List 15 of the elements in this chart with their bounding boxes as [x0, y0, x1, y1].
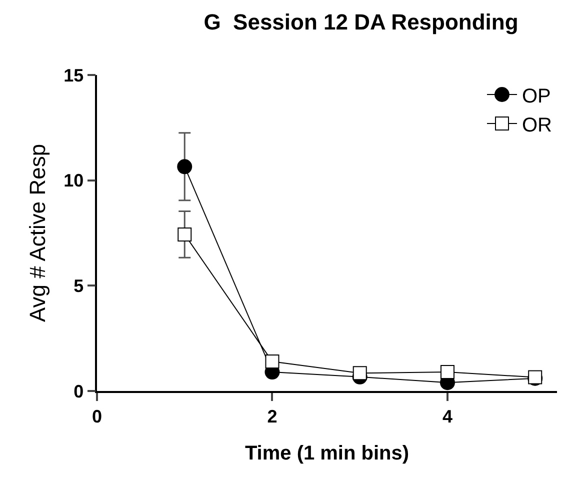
x-tick-label: 0 [92, 406, 102, 426]
x-axis-title: Time (1 min bins) [244, 442, 410, 464]
y-tick-label: 10 [64, 170, 84, 191]
y-axis-title: Avg # Active Resp [24, 144, 50, 322]
y-tick-label: 15 [64, 65, 84, 86]
y-tick-label: 0 [74, 381, 84, 402]
y-tick-label: 5 [74, 276, 84, 296]
x-tick-label: 2 [267, 406, 278, 426]
point [177, 159, 192, 174]
legend-label: OR [522, 114, 552, 136]
chart-title: G Session 12 DA Responding [204, 10, 518, 35]
legend-label: OP [522, 85, 551, 108]
point [265, 354, 280, 369]
point [352, 366, 367, 380]
x-tick-label: 4 [442, 406, 452, 426]
